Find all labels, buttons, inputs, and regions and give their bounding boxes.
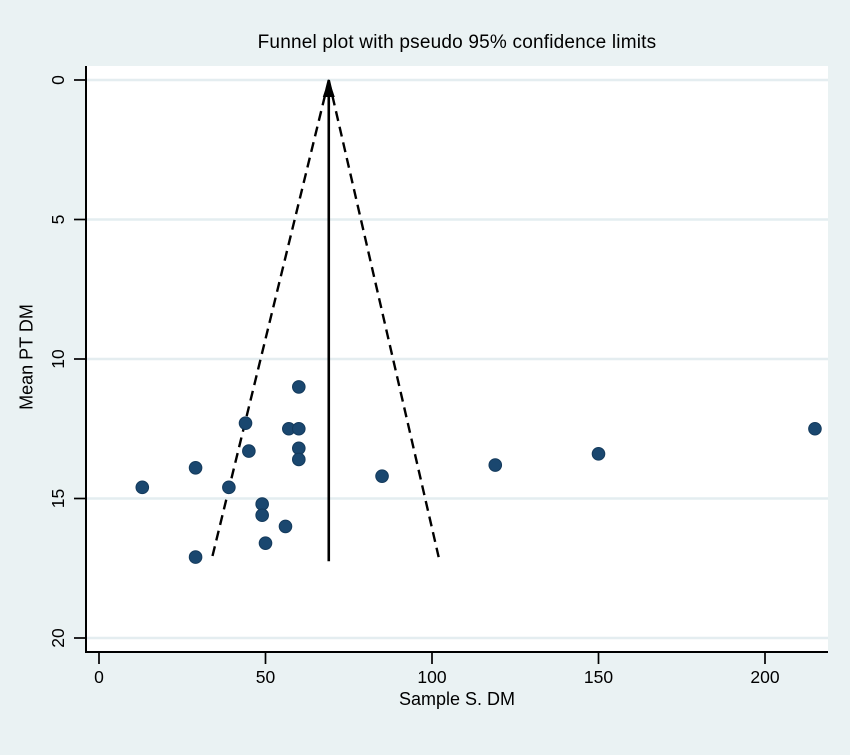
y-tick-label-15: 15 — [48, 489, 68, 508]
data-point — [258, 536, 273, 550]
data-point — [375, 469, 389, 483]
data-point — [188, 461, 203, 475]
y-tick-label-20: 20 — [48, 628, 68, 648]
data-point — [292, 421, 306, 436]
data-point — [292, 380, 306, 394]
data-point — [808, 421, 822, 436]
x-tick-label-150: 150 — [584, 667, 613, 687]
data-point — [188, 550, 203, 564]
data-point — [222, 480, 236, 495]
data-point — [292, 452, 306, 467]
x-tick-label-0: 0 — [94, 667, 104, 687]
x-axis-title: Sample S. DM — [398, 689, 516, 709]
y-tick-label-5: 5 — [48, 215, 68, 225]
chart-title: Funnel plot with pseudo 95% confidence l… — [257, 32, 657, 53]
data-point — [278, 519, 293, 534]
ci-limit-right-dashed-line — [327, 79, 440, 558]
x-tick-label-50: 50 — [256, 667, 276, 687]
x-tick-label-200: 200 — [750, 667, 779, 687]
y-axis-title: Mean PT DM — [16, 304, 37, 410]
data-point — [255, 508, 269, 523]
data-point — [591, 447, 606, 461]
data-point — [488, 458, 503, 472]
x-tick-label-100: 100 — [417, 667, 446, 687]
y-tick-label-0: 0 — [48, 75, 68, 85]
y-tick-label-10: 10 — [48, 349, 68, 369]
data-point — [242, 444, 256, 458]
data-point — [135, 480, 150, 495]
ci-limit-left-dashed-line — [211, 79, 330, 558]
data-point — [238, 416, 253, 430]
arrow-up-icon — [322, 79, 335, 97]
